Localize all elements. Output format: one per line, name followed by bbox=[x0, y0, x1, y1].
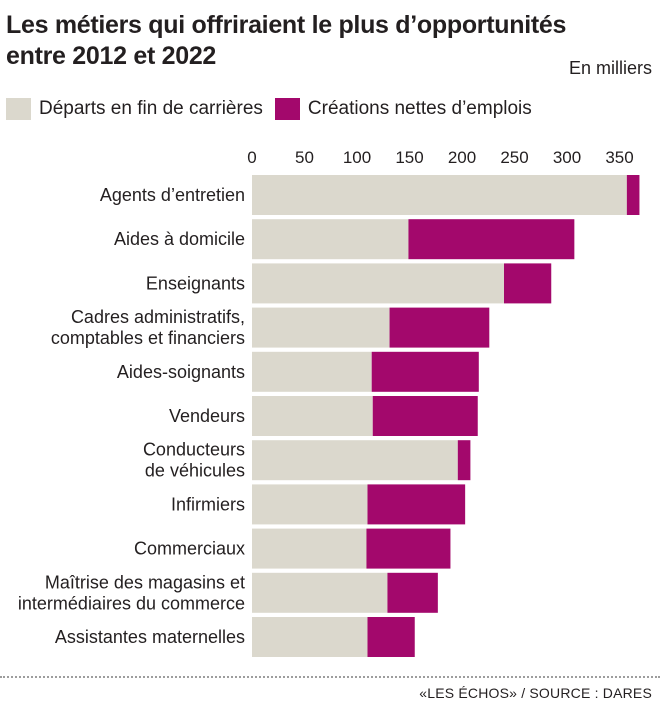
unit-label: En milliers bbox=[568, 58, 652, 78]
bar-creations bbox=[367, 484, 466, 525]
x-tick-label: 0 bbox=[247, 148, 256, 167]
category-label: intermédiaires du commerce bbox=[18, 593, 245, 613]
bar-departs bbox=[252, 351, 372, 392]
x-tick-label: 350 bbox=[605, 148, 633, 167]
x-tick-label: 250 bbox=[500, 148, 528, 167]
x-tick-label: 300 bbox=[553, 148, 581, 167]
x-tick-label: 200 bbox=[448, 148, 476, 167]
legend-label-departs: Départs en fin de carrières bbox=[39, 98, 263, 119]
x-tick-label: 150 bbox=[395, 148, 423, 167]
category-label: Assistantes maternelles bbox=[55, 627, 245, 647]
bar-creations bbox=[626, 175, 640, 215]
category-label: Aides à domicile bbox=[114, 229, 245, 249]
bar-departs bbox=[252, 219, 409, 260]
legend-item-departs: Départs en fin de carrières bbox=[6, 98, 263, 120]
x-tick-label: 100 bbox=[343, 148, 371, 167]
chart-title-line-2: entre 2012 et 2022 bbox=[6, 42, 217, 70]
legend: Départs en fin de carrières Créations ne… bbox=[6, 98, 544, 120]
category-label: Infirmiers bbox=[171, 494, 245, 514]
bar-creations bbox=[408, 219, 575, 260]
legend-item-creations: Créations nettes d’emplois bbox=[274, 98, 532, 120]
legend-swatch-departs bbox=[6, 98, 31, 120]
bar-creations bbox=[457, 440, 471, 481]
chart-title: Les métiers qui offriraient le plus d’op… bbox=[6, 10, 646, 72]
category-label: Maîtrise des magasins et bbox=[45, 572, 245, 592]
bar-departs bbox=[252, 528, 367, 569]
bar-departs bbox=[252, 484, 368, 525]
bar-creations bbox=[387, 572, 438, 613]
category-label: Enseignants bbox=[146, 273, 245, 293]
footer-divider bbox=[0, 676, 660, 678]
bar-departs bbox=[252, 175, 627, 215]
bar-departs bbox=[252, 572, 388, 613]
bar-creations bbox=[504, 263, 552, 304]
category-label: Cadres administratifs, bbox=[71, 307, 245, 327]
category-label: de véhicules bbox=[145, 461, 245, 481]
category-label: Agents d’entretien bbox=[100, 185, 245, 205]
bar-creations bbox=[372, 396, 478, 436]
category-label: Conducteurs bbox=[143, 440, 245, 460]
bar-creations bbox=[366, 528, 451, 569]
category-label: Aides-soignants bbox=[117, 362, 245, 382]
bar-creations bbox=[371, 351, 479, 392]
source-note: «LES ÉCHOS» / SOURCE : DARES bbox=[419, 685, 652, 701]
legend-label-creations: Créations nettes d’emplois bbox=[307, 98, 532, 119]
bar-departs bbox=[252, 396, 373, 436]
legend-swatch-creations bbox=[274, 98, 300, 120]
x-tick-label: 50 bbox=[295, 148, 314, 167]
bar-departs bbox=[252, 307, 390, 348]
bar-departs bbox=[252, 440, 458, 481]
category-label: Commerciaux bbox=[134, 539, 245, 559]
bar-creations bbox=[367, 617, 415, 657]
category-label: Vendeurs bbox=[169, 406, 245, 426]
bar-creations bbox=[389, 307, 490, 348]
chart-title-line-1: Les métiers qui offriraient le plus d’op… bbox=[6, 11, 567, 39]
bar-departs bbox=[252, 263, 504, 304]
category-label: comptables et financiers bbox=[51, 328, 245, 348]
bar-departs bbox=[252, 617, 368, 657]
